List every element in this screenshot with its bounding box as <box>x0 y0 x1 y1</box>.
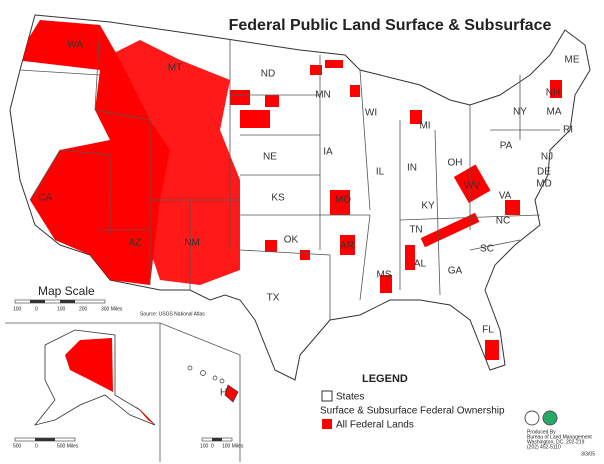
scale-label: 0 <box>35 306 38 312</box>
state-label: AL <box>414 259 427 270</box>
state-label: KS <box>271 193 285 204</box>
state-label: CA <box>38 193 52 204</box>
state-label: NH <box>546 88 560 99</box>
conus <box>9 14 591 381</box>
state-label: PA <box>500 141 513 152</box>
title: Federal Public Land Surface & Subsurface <box>229 17 552 34</box>
producer-line: (202) 452-5110 <box>527 444 561 450</box>
state-label: KY <box>421 201 435 212</box>
state-borders <box>19 24 560 320</box>
legend-states-swatch <box>321 390 333 402</box>
scale-label: 100 <box>200 443 209 449</box>
hawaii <box>187 365 239 403</box>
state-label: WA <box>67 40 83 51</box>
state-label: NE <box>263 152 277 163</box>
producer-line: Washington, DC, 202-219 <box>527 439 585 445</box>
legend-federal: All Federal Lands <box>336 420 414 431</box>
state-label: SC <box>480 244 494 255</box>
alaska-scale-bar <box>14 437 76 442</box>
state-label: IN <box>407 163 417 174</box>
scale-bar <box>14 299 106 304</box>
scale-label: 100 Miles <box>222 443 244 449</box>
state-label: DE <box>537 167 551 178</box>
legend-subtitle: Surface & Subsurface Federal Ownership <box>320 406 505 417</box>
state-label: MN <box>315 90 331 101</box>
legend-title: LEGEND <box>362 373 408 385</box>
state-label: NJ <box>541 152 553 163</box>
state-label: MT <box>168 63 182 74</box>
state-label: NY <box>513 107 527 118</box>
alaska-federal <box>65 338 113 392</box>
state-label: TN <box>409 225 422 236</box>
state-label: OK <box>284 235 299 246</box>
state-label: VA <box>499 191 512 202</box>
scale-label: 0 <box>35 443 38 449</box>
state-label: IL <box>376 167 385 178</box>
state-label: TX <box>267 293 280 304</box>
state-label: MI <box>419 121 430 132</box>
inset-frame <box>5 322 241 462</box>
state-label: FL <box>482 325 494 336</box>
state-label: ND <box>261 69 275 80</box>
scale-source: Source: USGS National Atlas <box>140 311 205 317</box>
state-label: MO <box>335 195 351 206</box>
state-label: MD <box>536 179 552 190</box>
state-label: HI <box>220 388 230 399</box>
legend-states: States <box>336 392 364 403</box>
producer-line: Bureau of Land Management <box>527 434 592 440</box>
scale-label: 100 <box>13 306 22 312</box>
state-label: AR <box>340 241 354 252</box>
state-label: WI <box>365 108 377 119</box>
scale-label: 300 Miles <box>101 306 123 312</box>
state-label: OH <box>448 158 463 169</box>
state-label: RI <box>563 125 573 136</box>
date: 3/3/05 <box>581 451 595 457</box>
scale-label: 500 Miles <box>57 443 79 449</box>
state-label: ME <box>565 55 580 66</box>
hawaii-scale-bar <box>201 437 233 442</box>
state-label: MS <box>377 270 392 281</box>
alaska-federal-se <box>135 405 155 425</box>
state-label: NM <box>184 238 200 249</box>
scale-label: 100 <box>57 306 66 312</box>
producer-line: Produced By <box>527 429 556 435</box>
state-label: MA <box>547 107 562 118</box>
legend-federal-swatch <box>322 419 332 429</box>
state-label: AZ <box>129 238 142 249</box>
map-scale-title: Map Scale <box>38 284 95 298</box>
state-label: GA <box>448 266 463 277</box>
scale-label: 0 <box>211 443 214 449</box>
agency-logos <box>524 410 558 426</box>
scale-label: 500 <box>13 443 22 449</box>
scale-label: 200 <box>79 306 88 312</box>
state-label: NC <box>496 216 510 227</box>
federal-lands <box>15 20 562 360</box>
state-label: IA <box>323 147 333 158</box>
state-label: WV <box>464 181 480 192</box>
